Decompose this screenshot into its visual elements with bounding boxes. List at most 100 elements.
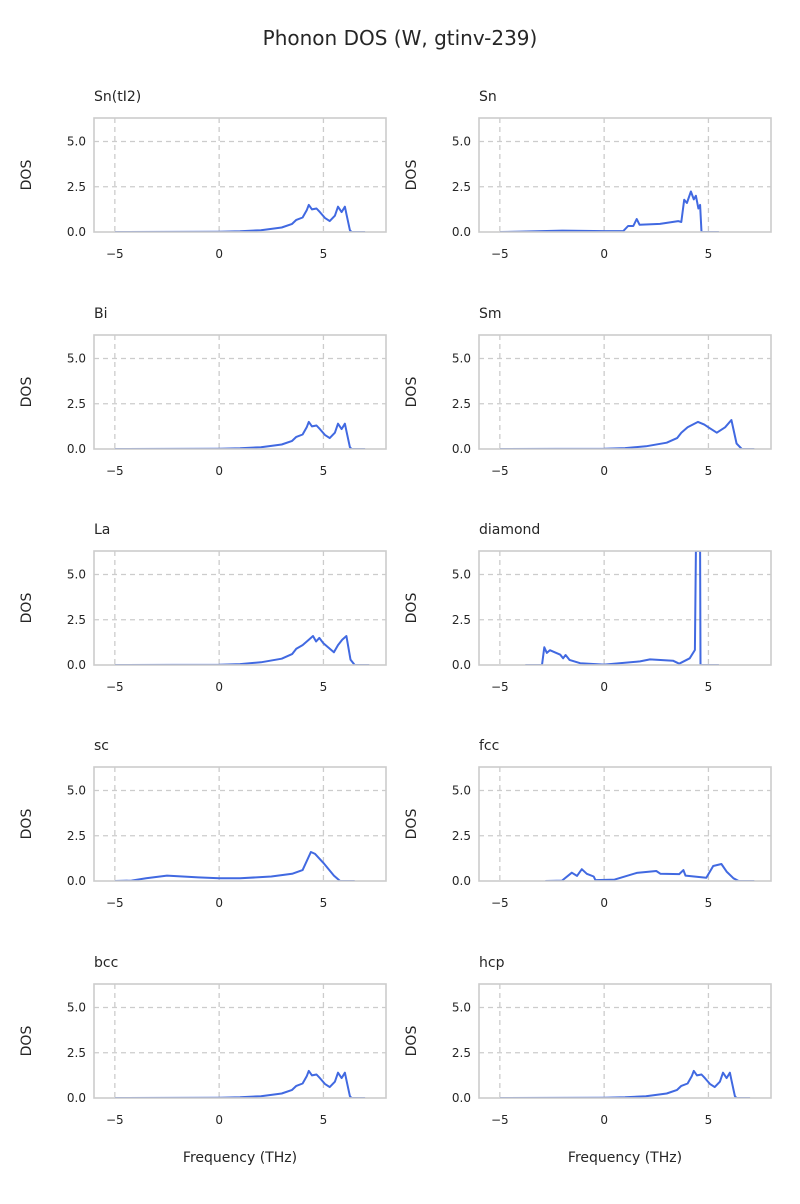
x-tick-label: −5: [106, 1113, 124, 1127]
y-tick-label: 5.0: [452, 784, 471, 798]
y-tick-label: 0.0: [452, 225, 471, 239]
x-tick-label: −5: [491, 464, 509, 478]
y-axis-label: DOS: [404, 1026, 420, 1057]
x-tick-label: −5: [106, 896, 124, 910]
y-tick-label: 0.0: [452, 658, 471, 672]
axes-frame: [478, 983, 772, 1099]
axes-frame: [93, 550, 387, 666]
x-tick-label: 0: [215, 896, 223, 910]
y-tick-label: 5.0: [452, 135, 471, 149]
x-tick-label: 0: [600, 896, 608, 910]
axes-frame: [478, 334, 772, 450]
x-tick-label: 5: [320, 896, 328, 910]
x-tick-label: 5: [320, 680, 328, 694]
dos-line: [545, 863, 755, 881]
axes-frame: [93, 766, 387, 882]
y-tick-label: 2.5: [67, 1046, 86, 1060]
y-tick-label: 5.0: [67, 568, 86, 582]
subplot-title: hcp: [479, 955, 505, 971]
x-tick-label: 5: [320, 247, 328, 261]
subplot-sc: −5 0 5 0.0 2.5 5.0 sc DOS: [19, 738, 387, 910]
subplot-title: La: [94, 522, 110, 538]
figure-title: Phonon DOS (W, gtinv-239): [263, 26, 538, 50]
y-tick-label: 5.0: [452, 352, 471, 366]
subplot-title: Sm: [479, 306, 502, 322]
y-tick-label: 5.0: [67, 1001, 86, 1015]
y-tick-label: 2.5: [452, 397, 471, 411]
y-axis-label: DOS: [19, 809, 35, 840]
dos-line: [114, 851, 355, 881]
subplot-title: Sn: [479, 89, 497, 105]
x-tick-label: −5: [491, 896, 509, 910]
y-tick-label: 0.0: [67, 658, 86, 672]
x-tick-label: 5: [705, 896, 713, 910]
subplot-sm: −5 0 5 0.0 2.5 5.0 Sm DOS: [404, 306, 772, 478]
x-tick-label: 5: [705, 680, 713, 694]
axes-frame: [478, 766, 772, 882]
x-tick-label: 0: [600, 247, 608, 261]
y-axis-label: DOS: [19, 160, 35, 191]
axes-frame: [478, 550, 772, 666]
y-axis-label: DOS: [19, 1026, 35, 1057]
subplot-title: sc: [94, 738, 109, 754]
x-axis-label-left: Frequency (THz): [183, 1150, 297, 1166]
axes-frame: [93, 983, 387, 1099]
subplot-title: diamond: [479, 522, 540, 538]
axes-frame: [93, 334, 387, 450]
x-tick-label: −5: [106, 247, 124, 261]
y-tick-label: 5.0: [67, 352, 86, 366]
subplot-diamond: −5 0 5 0.0 2.5 5.0 diamond DOS: [404, 522, 772, 694]
y-tick-label: 0.0: [67, 874, 86, 888]
x-tick-label: 0: [600, 1113, 608, 1127]
x-tick-label: 0: [215, 247, 223, 261]
x-tick-label: 5: [705, 1113, 713, 1127]
dos-line: [525, 551, 719, 665]
subplot-hcp: −5 0 5 0.0 2.5 5.0 hcp DOS: [404, 955, 772, 1127]
subplot-bi: −5 0 5 0.0 2.5 5.0 Bi DOS: [19, 306, 387, 478]
x-tick-label: −5: [491, 1113, 509, 1127]
y-tick-label: 2.5: [67, 180, 86, 194]
x-tick-label: 0: [215, 680, 223, 694]
y-tick-label: 0.0: [67, 225, 86, 239]
x-tick-label: 5: [320, 1113, 328, 1127]
y-tick-label: 2.5: [452, 613, 471, 627]
y-tick-label: 5.0: [67, 784, 86, 798]
subplot-sn-ti2-: −5 0 5 0.0 2.5 5.0 Sn(tI2) DOS: [19, 89, 387, 261]
dos-line: [114, 1069, 366, 1098]
y-tick-label: 5.0: [67, 135, 86, 149]
dos-line: [499, 1069, 751, 1098]
y-tick-label: 2.5: [67, 397, 86, 411]
y-tick-label: 0.0: [452, 1091, 471, 1105]
x-tick-label: 5: [705, 247, 713, 261]
y-tick-label: 0.0: [452, 874, 471, 888]
x-tick-label: 5: [705, 464, 713, 478]
x-tick-label: −5: [491, 247, 509, 261]
x-tick-label: 0: [600, 680, 608, 694]
x-tick-label: 0: [215, 464, 223, 478]
y-tick-label: 2.5: [452, 180, 471, 194]
x-tick-label: 5: [320, 464, 328, 478]
dos-line: [499, 190, 719, 232]
subplot-title: bcc: [94, 955, 118, 971]
subplot-sn: −5 0 5 0.0 2.5 5.0 Sn DOS: [404, 89, 772, 261]
dos-line: [114, 635, 370, 665]
subplot-title: Sn(tI2): [94, 89, 141, 105]
y-axis-label: DOS: [404, 160, 420, 191]
x-tick-label: −5: [106, 680, 124, 694]
y-axis-label: DOS: [19, 377, 35, 408]
x-tick-label: −5: [491, 680, 509, 694]
x-tick-label: 0: [600, 464, 608, 478]
y-tick-label: 0.0: [67, 442, 86, 456]
axes-frame: [478, 117, 772, 233]
x-axis-label-right: Frequency (THz): [568, 1150, 682, 1166]
dos-line: [114, 420, 366, 449]
dos-line: [114, 203, 366, 232]
subplot-fcc: −5 0 5 0.0 2.5 5.0 fcc DOS: [404, 738, 772, 910]
y-axis-label: DOS: [404, 809, 420, 840]
y-tick-label: 5.0: [452, 1001, 471, 1015]
y-tick-label: 2.5: [452, 1046, 471, 1060]
x-tick-label: −5: [106, 464, 124, 478]
y-axis-label: DOS: [404, 593, 420, 624]
y-tick-label: 0.0: [452, 442, 471, 456]
